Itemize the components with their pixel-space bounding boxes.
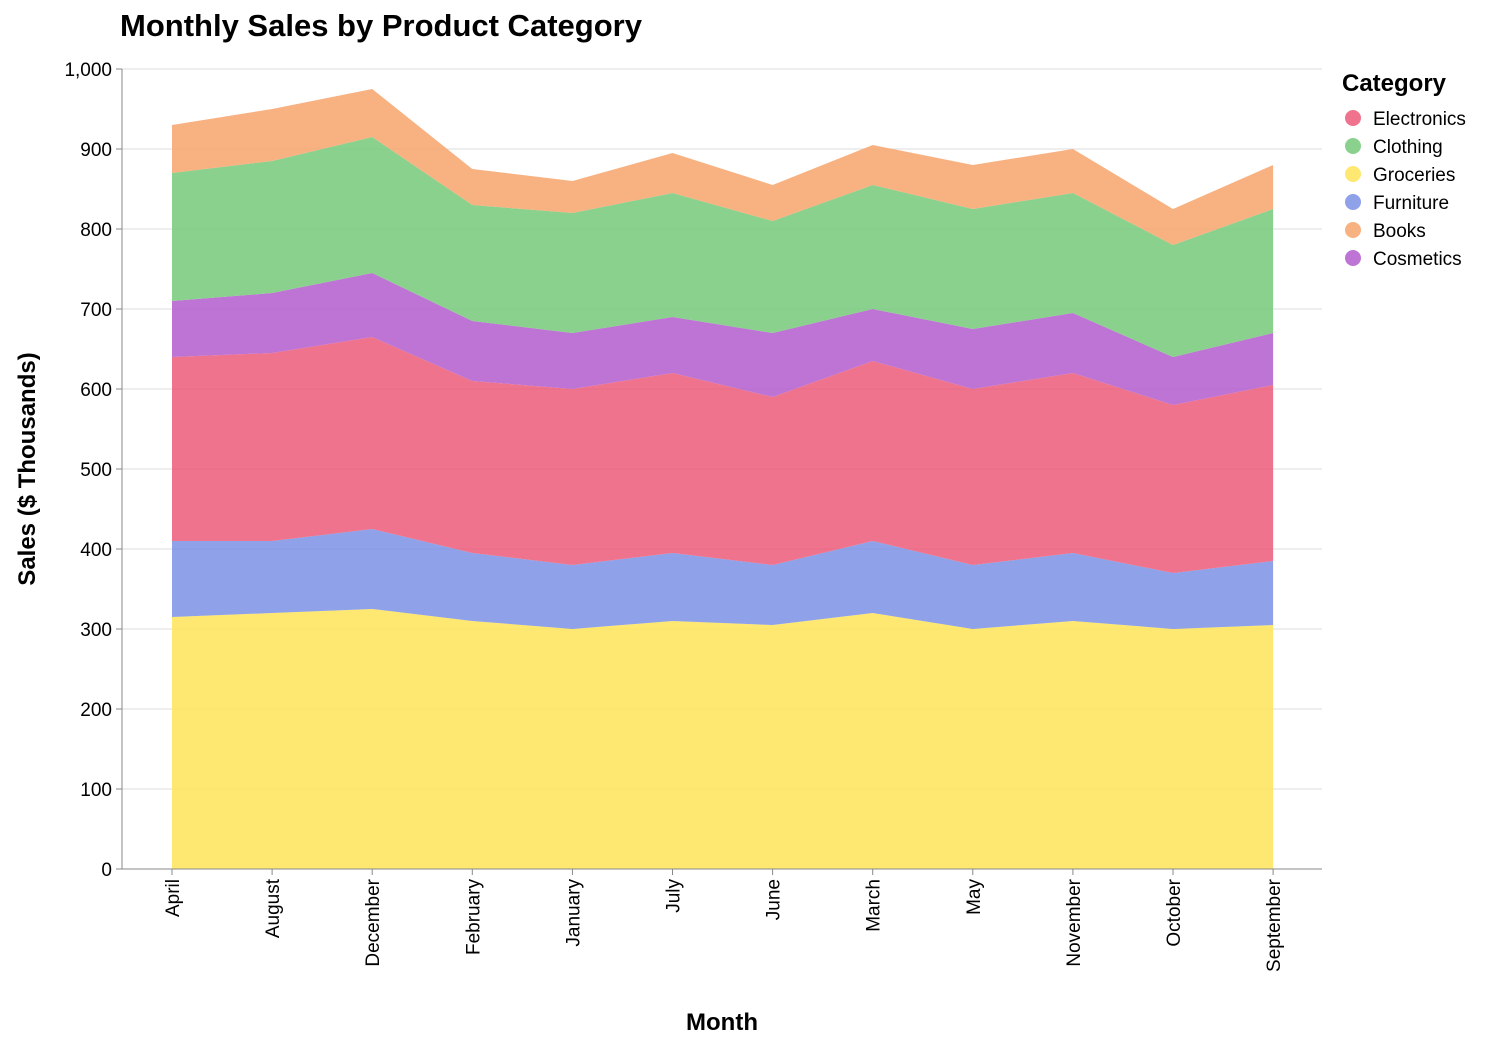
area-books	[172, 89, 1274, 245]
x-tick-label: June	[764, 879, 785, 920]
x-tick-label: September	[1264, 878, 1285, 972]
legend: Category Electronics Clothing Groceries Fur…	[1342, 70, 1466, 270]
x-tick-label: November	[1064, 878, 1085, 966]
stacked-areas	[172, 89, 1274, 869]
legend-title: Category	[1342, 70, 1447, 97]
y-tick-label: 1,000	[64, 60, 112, 81]
x-tick-label: April	[163, 879, 184, 917]
legend-label-cosmetics: Cosmetics	[1373, 249, 1462, 270]
legend-swatch-furniture	[1345, 194, 1361, 210]
area-electronics	[172, 337, 1274, 573]
y-tick-label: 700	[80, 300, 112, 321]
legend-label-books: Books	[1373, 221, 1426, 242]
y-tick-label: 400	[80, 540, 112, 561]
y-tick-label: 500	[80, 460, 112, 481]
x-axis-title: Month	[686, 1009, 758, 1036]
legend-swatch-clothing	[1345, 138, 1361, 154]
x-tick-label: July	[664, 879, 685, 913]
x-tick-label: October	[1164, 878, 1185, 946]
area-groceries	[172, 609, 1274, 869]
y-tick-label: 900	[80, 140, 112, 161]
legend-label-groceries: Groceries	[1373, 165, 1455, 186]
area-cosmetics	[172, 273, 1274, 405]
y-axis-title: Sales ($ Thousands)	[14, 352, 41, 585]
y-tick-label: 100	[80, 780, 112, 801]
y-tick-label: 200	[80, 700, 112, 721]
x-tick-label: February	[463, 879, 484, 956]
legend-label-furniture: Furniture	[1373, 193, 1449, 214]
x-tick-label: January	[563, 879, 584, 947]
legend-label-electronics: Electronics	[1373, 109, 1466, 130]
x-tick-label: March	[864, 879, 885, 932]
area-clothing	[172, 137, 1274, 357]
x-tick-label: May	[964, 879, 985, 915]
legend-swatch-cosmetics	[1345, 250, 1361, 266]
legend-swatch-electronics	[1345, 110, 1361, 126]
legend-label-clothing: Clothing	[1373, 137, 1443, 158]
x-tick-label: August	[263, 878, 284, 938]
legend-swatch-books	[1345, 222, 1361, 238]
y-tick-label: 800	[80, 220, 112, 241]
y-tick-label: 300	[80, 620, 112, 641]
legend-swatch-groceries	[1345, 166, 1361, 182]
area-furniture	[172, 529, 1274, 629]
y-tick-label: 600	[80, 380, 112, 401]
x-tick-label: December	[363, 878, 384, 966]
y-tick-label: 0	[101, 860, 112, 881]
axes: 0 100 200 300 400 500 600 700 800 900 1,000 April Au…	[64, 60, 1322, 972]
chart-title: Monthly Sales by Product Category	[120, 8, 643, 43]
